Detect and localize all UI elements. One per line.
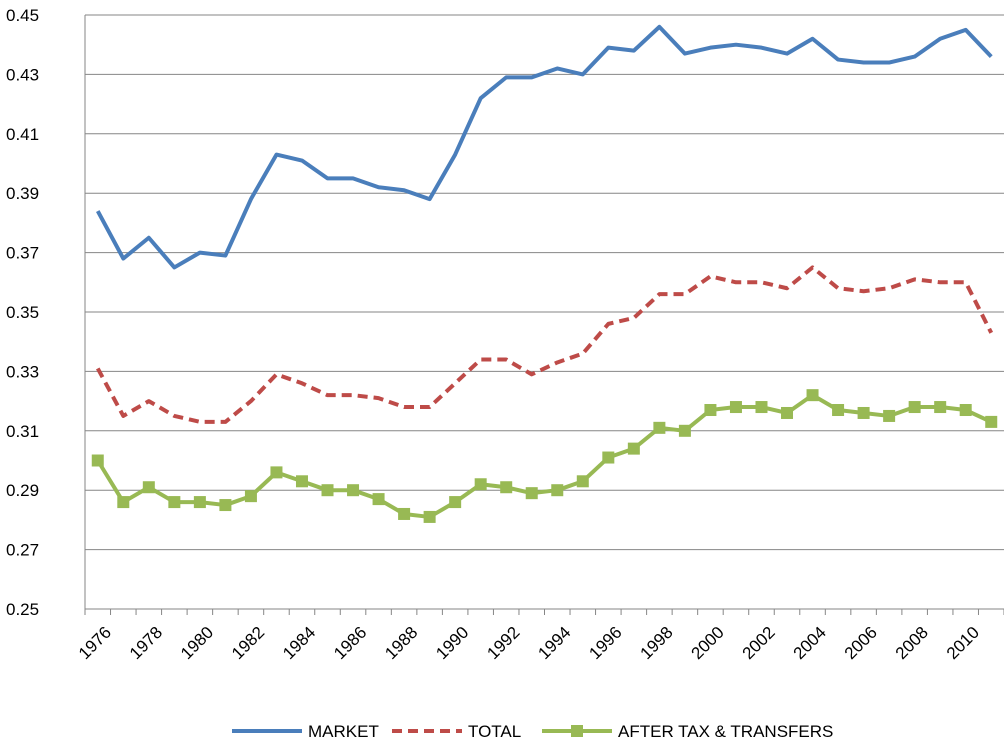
marker xyxy=(704,404,717,417)
y-tick-label: 0.35 xyxy=(6,303,39,322)
marker xyxy=(806,389,819,402)
marker xyxy=(832,404,845,417)
marker xyxy=(883,409,896,422)
marker xyxy=(295,475,308,488)
x-tick-label: 1998 xyxy=(637,623,677,663)
marker xyxy=(117,496,130,509)
legend-label: AFTER TAX & TRANSFERS xyxy=(618,722,833,741)
marker xyxy=(985,415,998,428)
x-tick-label: 1978 xyxy=(126,623,166,663)
legend-label: TOTAL xyxy=(468,722,521,741)
marker xyxy=(321,484,334,497)
marker xyxy=(398,507,411,520)
marker xyxy=(270,466,283,479)
x-tick-label: 2010 xyxy=(943,623,983,663)
y-tick-label: 0.43 xyxy=(6,65,39,84)
marker xyxy=(934,401,947,414)
y-tick-label: 0.41 xyxy=(6,125,39,144)
series-line xyxy=(96,393,993,519)
x-tick-label: 1986 xyxy=(330,623,370,663)
x-tick-label: 2004 xyxy=(790,623,830,663)
x-tick-label: 1982 xyxy=(228,623,268,663)
marker xyxy=(602,451,615,464)
marker xyxy=(193,496,206,509)
legend-label: MARKET xyxy=(308,722,379,741)
marker xyxy=(142,481,155,494)
y-tick-label: 0.37 xyxy=(6,244,39,263)
y-tick-label: 0.33 xyxy=(6,362,39,381)
x-tick-label: 1994 xyxy=(534,623,574,663)
marker xyxy=(857,406,870,419)
marker xyxy=(219,499,232,512)
marker xyxy=(729,401,742,414)
x-tick-label: 1984 xyxy=(279,623,319,663)
x-tick-label: 1996 xyxy=(585,623,625,663)
x-tick-label: 1988 xyxy=(381,623,421,663)
marker xyxy=(449,496,462,509)
x-tick-label: 2000 xyxy=(688,623,728,663)
series-line xyxy=(96,265,994,424)
marker xyxy=(959,404,972,417)
y-tick-label: 0.39 xyxy=(6,184,39,203)
y-tick-label: 0.45 xyxy=(6,6,39,25)
x-tick-label: 2008 xyxy=(892,623,932,663)
marker xyxy=(653,421,666,434)
marker xyxy=(500,481,513,494)
marker xyxy=(168,496,181,509)
marker xyxy=(244,490,257,503)
y-tick-label: 0.31 xyxy=(6,422,39,441)
marker xyxy=(551,484,564,497)
marker xyxy=(755,401,768,414)
y-tick-label: 0.25 xyxy=(6,600,39,619)
x-tick-label: 1990 xyxy=(432,623,472,663)
x-tick-label: 1992 xyxy=(483,623,523,663)
marker xyxy=(525,487,538,500)
series-line xyxy=(96,24,993,270)
marker xyxy=(423,510,436,523)
y-tick-label: 0.27 xyxy=(6,541,39,560)
marker xyxy=(576,475,589,488)
x-tick-label: 1980 xyxy=(177,623,217,663)
legend-marker xyxy=(571,725,583,737)
marker xyxy=(627,442,640,455)
marker xyxy=(372,493,385,506)
marker xyxy=(474,478,487,491)
marker xyxy=(347,484,360,497)
marker xyxy=(781,406,794,419)
x-tick-label: 1976 xyxy=(75,623,115,663)
x-tick-label: 2006 xyxy=(841,623,881,663)
marker xyxy=(908,401,921,414)
y-tick-label: 0.29 xyxy=(6,481,39,500)
marker xyxy=(91,454,104,467)
marker xyxy=(678,424,691,437)
x-tick-label: 2002 xyxy=(739,623,779,663)
